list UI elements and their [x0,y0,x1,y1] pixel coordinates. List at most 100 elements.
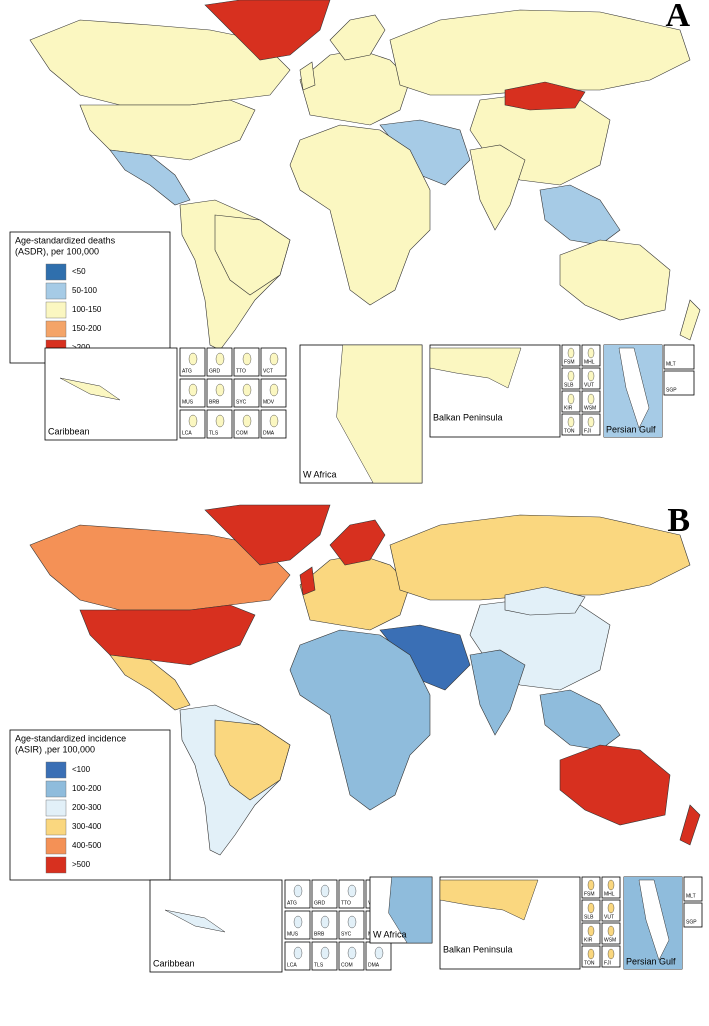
island [293,884,303,898]
island [607,948,615,960]
island [587,393,595,405]
island [188,383,198,397]
inset-code: SGP [666,387,677,393]
small-inset [663,344,695,370]
legend-label: 200-300 [72,803,102,812]
inset-code: TON [584,960,595,966]
inset-code: MLT [686,893,696,899]
island [567,393,575,405]
country-greenland [204,504,331,566]
cuba [164,909,226,933]
island [567,347,575,359]
inset-code: VCT [263,368,273,374]
island [188,414,198,428]
island [587,879,595,891]
inset-code: BRB [209,399,220,405]
country-australia [559,744,671,826]
legend-label: >500 [72,860,91,869]
island [567,416,575,428]
legend-swatch [45,761,67,779]
inset-code: COM [236,430,248,436]
inset-code: MLT [666,361,676,367]
inset-code: ATG [182,368,192,374]
island [607,879,615,891]
small-inset [683,876,703,902]
island [293,946,303,960]
country-usa [79,604,256,666]
island [587,416,595,428]
balkan-land [429,347,522,389]
legend-swatch [45,856,67,874]
legend-swatch [45,263,67,281]
country-uk [299,566,316,596]
island [269,352,279,366]
island [293,915,303,929]
country-europe [299,554,411,631]
country-new-zealand [679,299,701,341]
legend-title: (ASIR) ,per 100,000 [15,744,95,754]
inset-code: MUS [287,931,299,937]
inset-code: VUT [584,382,594,388]
balkan-land [439,879,539,921]
island [320,884,330,898]
island [215,414,225,428]
inset-code: TTO [236,368,246,374]
island [188,352,198,366]
country-mexico [109,149,191,206]
inset-code: MHL [604,891,615,897]
west-africa-land [336,344,423,484]
island [567,370,575,382]
island [374,946,384,960]
country-scandinavia [329,519,386,566]
cuba [59,377,121,401]
country-australia [559,239,671,321]
inset-code: COM [341,962,353,968]
island [215,383,225,397]
legend-box [9,231,171,364]
country-uk [299,61,316,91]
small-inset [663,370,695,396]
inset-code: MUS [182,399,194,405]
inset-code: SYC [341,931,352,937]
small-inset [683,902,703,928]
country-africa [289,629,431,811]
inset-code: TLS [314,962,324,968]
island [347,884,357,898]
gulf-water [638,879,670,961]
country-greenland [204,0,331,61]
inset-code: GRD [314,900,326,906]
inset-code: MHL [584,359,595,365]
country-europe [299,49,411,126]
country-brazil [214,719,291,801]
island [587,925,595,937]
island [607,902,615,914]
inset-code: SLB [584,914,594,920]
inset-code: TON [564,428,575,434]
legend-swatch [45,837,67,855]
world-map [29,0,701,351]
legend-title: Age-standardized deaths [15,235,116,245]
legend-title: Age-standardized incidence [15,733,126,743]
inset-code: WSM [584,405,596,411]
country-new-zealand [679,804,701,846]
legend-label: 100-150 [72,305,102,314]
inset-code: FSM [564,359,575,365]
legend-swatch [45,320,67,338]
island [242,414,252,428]
country-mongolia [504,81,586,111]
inset-label: W Africa [373,929,407,939]
country-canada [29,524,291,611]
island [347,946,357,960]
legend-box [9,729,171,881]
inset-code: FJI [584,428,591,434]
inset-code: LCA [182,430,192,436]
legend-swatch [45,799,67,817]
inset-code: KIR [564,405,573,411]
island [269,414,279,428]
inset-label: Caribbean [153,958,195,968]
legend-label: 100-200 [72,784,102,793]
inset-code: SYC [236,399,247,405]
island [587,347,595,359]
country-russia [389,9,691,96]
